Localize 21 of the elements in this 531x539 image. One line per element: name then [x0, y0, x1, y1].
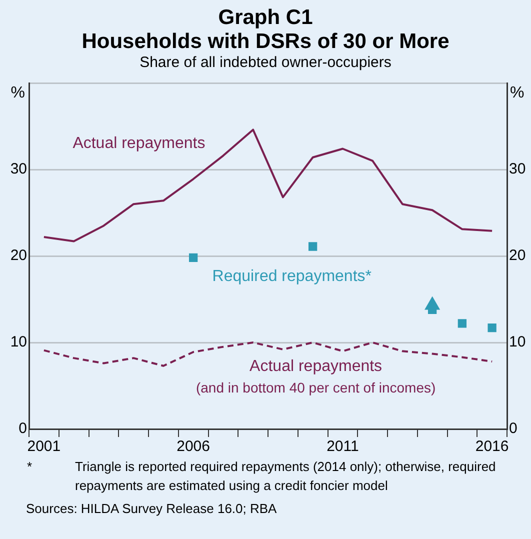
y-tick-label: 0 — [18, 420, 27, 438]
series-label: Actual repayments (and in bottom 40 per cent of incomes) — [196, 358, 436, 396]
chart-title: Graph C1 Households with DSRs of 30 or More — [80, 6, 450, 54]
text: * Triangle is reported required repayments (2014 only); otherwise, required repayments are estimated using a credit foncier model — [27, 459, 496, 493]
series-label: Actual repayments — [72, 134, 206, 152]
y-tick-label: 30 — [10, 160, 27, 178]
y-axis-title: % — [10, 84, 25, 102]
chart-subtitle: Share of all indebted owner-occupiers — [138, 54, 392, 72]
y-tick-label: 20 — [10, 247, 27, 264]
y2-tick-label: 20 — [509, 247, 526, 264]
y-tick-label: 10 — [10, 334, 27, 351]
x-tick-label: 2001 — [27, 438, 61, 456]
y2-tick-label: 30 — [509, 160, 526, 178]
y2-tick-label: 10 — [509, 334, 526, 351]
x-tick-label: 2006 — [176, 438, 210, 456]
y2-tick-label: 0 — [509, 420, 518, 438]
source-note: Sources: HILDA Survey Release 16.0; RBA — [26, 500, 278, 518]
x-tick-label: 2016 — [475, 438, 509, 456]
series-label: Required repayments* — [212, 268, 372, 286]
x-tick-label: 2011 — [326, 438, 359, 456]
y2-axis-title: % — [510, 84, 524, 102]
